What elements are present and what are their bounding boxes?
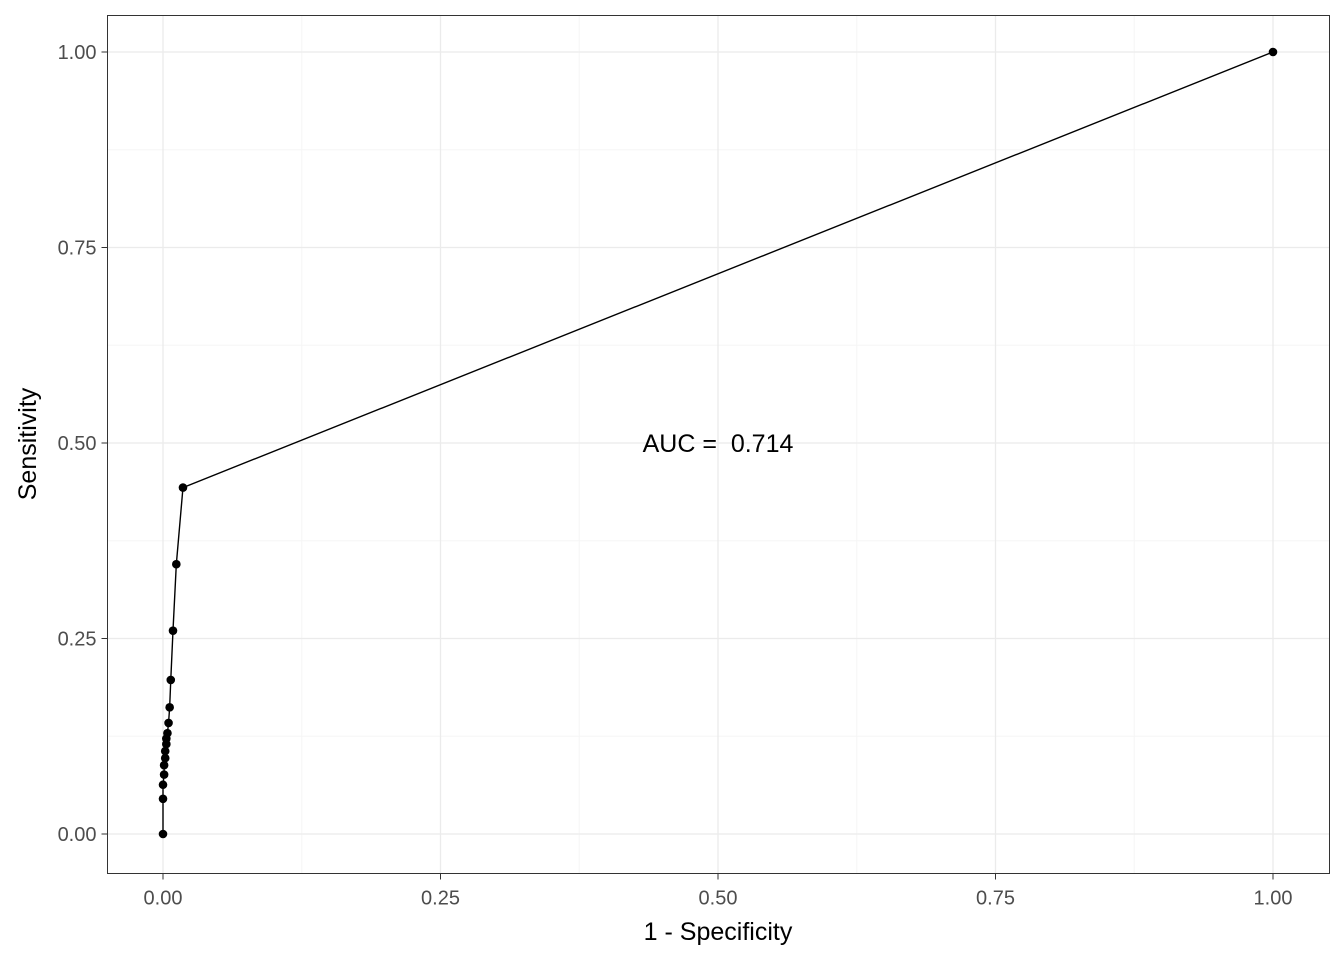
roc-point [159, 770, 169, 779]
roc-point [160, 746, 170, 756]
roc-point [178, 483, 188, 492]
y-tick-label: 0.25 [58, 629, 97, 651]
x-tick-label: 0.50 [699, 888, 738, 910]
x-tick-label: 1.00 [1254, 888, 1293, 910]
roc-point [168, 626, 178, 635]
roc-point [164, 718, 173, 728]
x-tick-label: 0.25 [421, 888, 460, 910]
auc-annotation: AUC = 0.714 [643, 430, 794, 458]
x-tick-label: 0.75 [976, 888, 1015, 910]
y-tick-label: 0.00 [58, 824, 97, 846]
series-layer [158, 47, 1278, 839]
y-axis-title: Sensitivity [14, 387, 42, 500]
roc-point [163, 728, 172, 738]
x-tick-label: 0.00 [144, 888, 183, 910]
y-tick-label: 0.75 [58, 238, 97, 260]
y-tick-label: 0.50 [58, 433, 97, 455]
grid-layer [107, 15, 1330, 874]
x-axis-title: 1 - Specificity [644, 918, 793, 946]
roc-point [1268, 47, 1278, 57]
roc-point [159, 760, 169, 770]
roc-point [158, 780, 168, 790]
y-tick-label: 1.00 [58, 42, 97, 64]
x-axis: 0.00 0.25 0.50 0.75 1.00 [144, 873, 1293, 910]
annotation-layer: AUC = 0.714 [643, 430, 794, 458]
y-axis: 0.00 0.25 0.50 0.75 1.00 [58, 42, 108, 846]
roc-point [158, 829, 168, 839]
roc-point [165, 703, 174, 712]
roc-point [172, 559, 181, 569]
roc-point [160, 753, 170, 763]
roc-point [158, 794, 168, 804]
roc-point [166, 675, 176, 685]
